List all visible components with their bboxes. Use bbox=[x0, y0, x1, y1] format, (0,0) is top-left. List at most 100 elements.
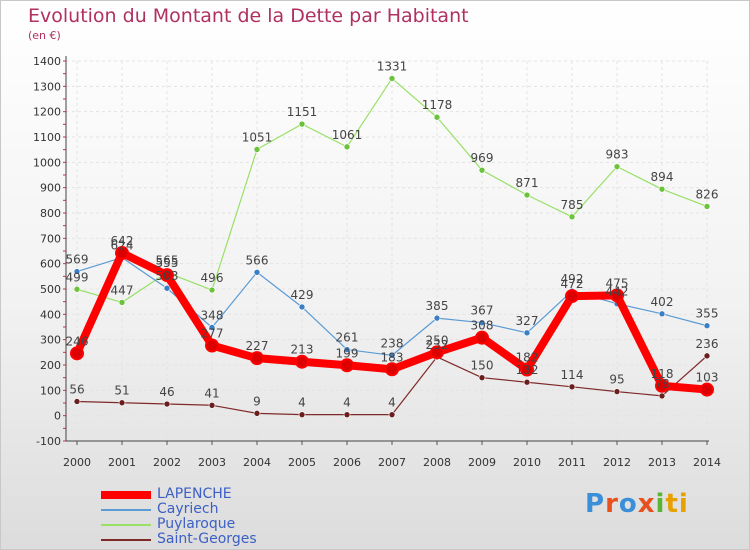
data-label: 114 bbox=[561, 368, 584, 382]
data-point bbox=[73, 285, 81, 293]
data-point bbox=[340, 358, 354, 373]
y-tick-label: 1400 bbox=[33, 55, 61, 68]
chart-title: Evolution du Montant de la Dette par Hab… bbox=[28, 5, 469, 27]
legend-swatch bbox=[101, 491, 151, 499]
data-point bbox=[703, 322, 711, 330]
data-label: 624 bbox=[111, 239, 134, 253]
data-point bbox=[163, 400, 171, 408]
data-label: 642 bbox=[111, 234, 134, 248]
logo-part: x bbox=[637, 489, 656, 519]
data-label: 894 bbox=[651, 170, 674, 184]
y-tick-label: 200 bbox=[40, 359, 61, 372]
data-label: 503 bbox=[156, 269, 179, 283]
data-point bbox=[343, 411, 351, 418]
data-label: 348 bbox=[201, 309, 224, 323]
data-label: 308 bbox=[471, 319, 494, 333]
legend-label: Cayriech bbox=[157, 501, 219, 517]
data-point bbox=[523, 191, 531, 199]
data-label: 46 bbox=[159, 385, 174, 399]
x-tick-label: 2005 bbox=[288, 456, 316, 469]
data-point bbox=[478, 319, 486, 326]
data-label: 261 bbox=[336, 331, 359, 345]
data-point bbox=[298, 120, 306, 128]
data-label: 227 bbox=[246, 339, 269, 353]
data-label: 78 bbox=[654, 377, 669, 391]
data-label: 785 bbox=[561, 198, 584, 212]
data-point bbox=[388, 75, 396, 82]
data-point bbox=[433, 113, 441, 121]
data-label: 4 bbox=[343, 396, 351, 410]
data-point bbox=[115, 246, 129, 261]
data-point bbox=[658, 392, 666, 400]
data-point bbox=[163, 284, 171, 292]
data-point bbox=[520, 362, 534, 377]
data-point bbox=[295, 354, 309, 369]
data-label: 565 bbox=[156, 254, 179, 268]
data-point bbox=[703, 352, 711, 360]
data-label: 9 bbox=[253, 394, 261, 408]
data-point bbox=[568, 213, 576, 221]
data-point bbox=[118, 399, 126, 407]
data-point bbox=[658, 185, 666, 193]
data-label: 475 bbox=[606, 276, 629, 290]
data-point bbox=[253, 268, 261, 276]
data-label: 385 bbox=[426, 299, 449, 313]
data-point bbox=[433, 314, 441, 322]
legend-swatch bbox=[101, 539, 151, 541]
data-label: 246 bbox=[66, 334, 89, 348]
data-label: 566 bbox=[246, 253, 269, 267]
data-point bbox=[478, 374, 486, 381]
data-label: 472 bbox=[561, 277, 584, 291]
data-label: 1051 bbox=[242, 130, 273, 144]
x-tick-label: 2013 bbox=[648, 456, 676, 469]
data-point bbox=[208, 324, 216, 331]
data-point bbox=[613, 388, 621, 395]
data-point bbox=[253, 146, 261, 153]
y-tick-label: 900 bbox=[40, 182, 61, 195]
data-point bbox=[610, 288, 624, 303]
data-label: 213 bbox=[291, 343, 314, 357]
data-point bbox=[343, 346, 351, 353]
data-label: 826 bbox=[696, 187, 719, 201]
data-label: 983 bbox=[606, 148, 629, 162]
data-label: 4 bbox=[298, 396, 306, 410]
data-label: 402 bbox=[651, 295, 674, 309]
data-point bbox=[250, 351, 264, 366]
y-tick-label: 1000 bbox=[33, 156, 61, 169]
data-point bbox=[565, 289, 579, 304]
data-point bbox=[523, 378, 531, 386]
data-point bbox=[568, 383, 576, 391]
legend-label: Saint-Georges bbox=[157, 531, 257, 547]
data-label: 327 bbox=[516, 314, 539, 328]
data-label: 132 bbox=[516, 363, 539, 377]
data-label: 238 bbox=[381, 336, 404, 350]
data-label: 447 bbox=[111, 283, 134, 297]
data-label: 41 bbox=[204, 386, 219, 400]
data-label: 442 bbox=[606, 285, 629, 299]
data-point bbox=[478, 166, 486, 174]
x-tick-label: 2012 bbox=[603, 456, 631, 469]
data-point bbox=[73, 398, 81, 405]
data-point bbox=[658, 310, 666, 318]
data-point bbox=[70, 346, 84, 361]
data-point bbox=[388, 411, 396, 418]
legend-swatch bbox=[101, 524, 151, 526]
data-label: 199 bbox=[336, 346, 359, 360]
data-point bbox=[343, 143, 351, 151]
data-label: 4 bbox=[388, 396, 396, 410]
x-tick-label: 2010 bbox=[513, 456, 541, 469]
y-tick-label: 1100 bbox=[33, 131, 61, 144]
y-tick-label: 100 bbox=[40, 384, 61, 397]
data-label: 569 bbox=[66, 253, 89, 267]
data-point bbox=[655, 378, 669, 393]
logo-part: r bbox=[605, 489, 619, 519]
data-label: 182 bbox=[516, 351, 539, 365]
y-tick-label: 1200 bbox=[33, 106, 61, 119]
y-tick-label: 400 bbox=[40, 308, 61, 321]
data-label: 95 bbox=[609, 373, 624, 387]
unit-label: (en €) bbox=[28, 29, 61, 42]
data-point bbox=[205, 338, 219, 353]
x-tick-label: 2011 bbox=[558, 456, 586, 469]
y-tick-label: 300 bbox=[40, 334, 61, 347]
